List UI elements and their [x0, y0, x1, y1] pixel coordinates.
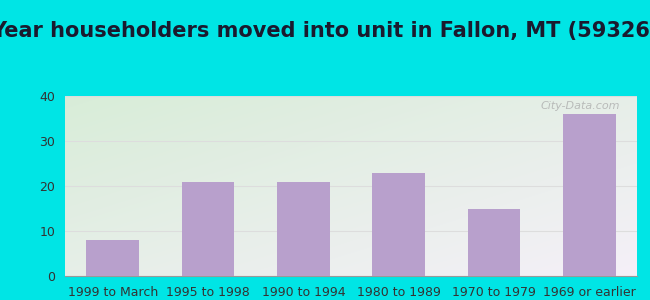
Text: City-Data.com: City-Data.com	[540, 101, 620, 111]
Bar	[563, 114, 616, 276]
Bar	[86, 240, 139, 276]
Bar	[277, 182, 330, 276]
Text: Year householders moved into unit in Fallon, MT (59326): Year householders moved into unit in Fal…	[0, 21, 650, 41]
Bar	[182, 182, 234, 276]
Bar	[468, 208, 520, 276]
Bar	[372, 172, 425, 276]
